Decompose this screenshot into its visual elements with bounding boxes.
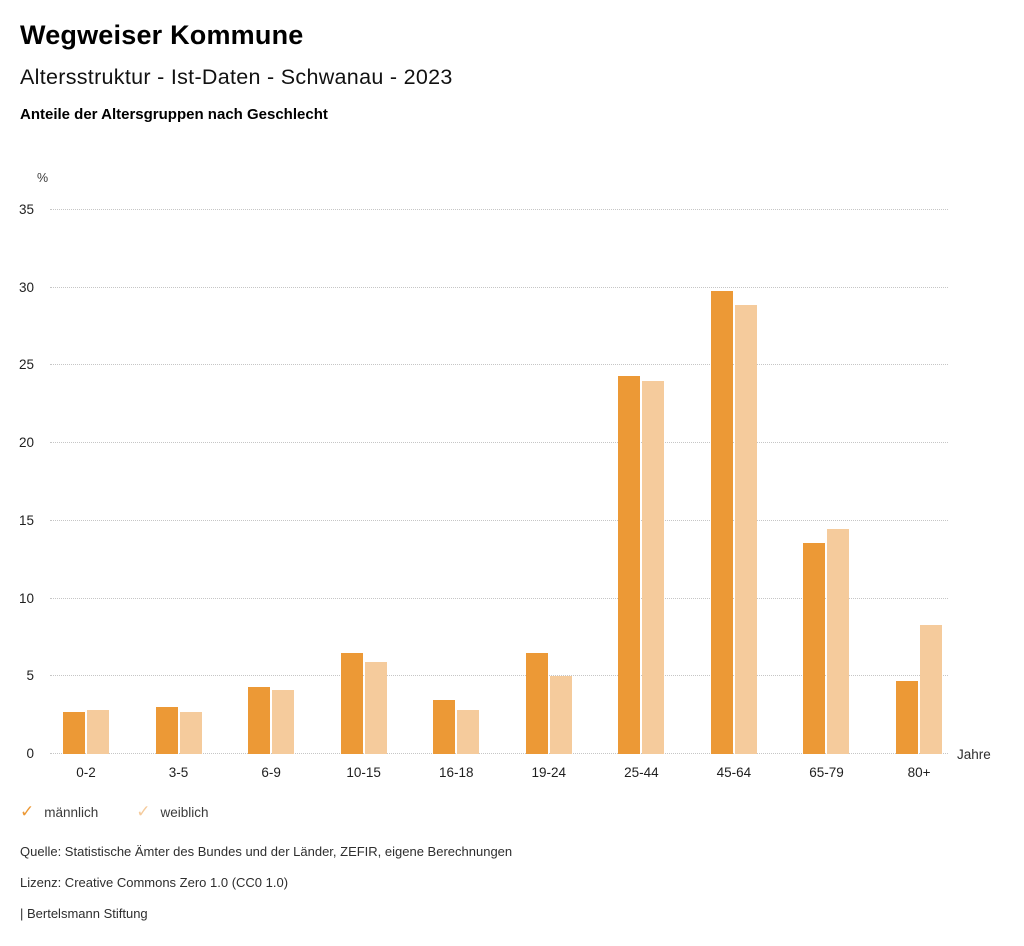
chart-title: Altersstruktur - Ist-Daten - Schwanau - … xyxy=(20,65,453,89)
y-tick-label-20: 20 xyxy=(18,435,34,451)
gridline-0 xyxy=(50,753,948,754)
bar-männlich-3-5[interactable] xyxy=(155,707,178,754)
gridline-30 xyxy=(50,286,948,288)
chart-subtitle: Anteile der Altersgruppen nach Geschlech… xyxy=(20,106,328,123)
x-tick-label-0-2: 0-2 xyxy=(76,765,96,780)
x-tick-label-6-9: 6-9 xyxy=(261,765,281,780)
bar-weiblich-80+[interactable] xyxy=(920,625,943,754)
bar-weiblich-65-79[interactable] xyxy=(827,529,850,754)
legend-item-weiblich[interactable]: ✓ weiblich xyxy=(136,803,208,821)
legend-item-männlich[interactable]: ✓ männlich xyxy=(20,803,98,821)
x-tick-label-80+: 80+ xyxy=(907,765,931,780)
bar-männlich-0-2[interactable] xyxy=(63,712,85,754)
bar-weiblich-25-44[interactable] xyxy=(642,381,665,754)
legend-label: männlich xyxy=(44,804,99,820)
bar-weiblich-3-5[interactable] xyxy=(179,712,202,754)
gridline-10 xyxy=(50,597,948,599)
y-axis-unit-label: % xyxy=(37,171,49,185)
x-tick-label-45-64: 45-64 xyxy=(716,765,752,780)
x-tick-label-3-5: 3-5 xyxy=(168,765,189,780)
source-text: Quelle: Statistische Ämter des Bundes un… xyxy=(20,844,513,859)
y-tick-label-10: 10 xyxy=(18,590,34,606)
plot-area xyxy=(50,209,948,754)
bar-männlich-25-44[interactable] xyxy=(618,376,641,754)
legend: ✓ männlich ✓ weiblich xyxy=(20,803,209,821)
check-icon: ✓ xyxy=(20,802,35,821)
x-tick-label-65-79: 65-79 xyxy=(809,765,844,780)
gridline-15 xyxy=(50,519,948,521)
x-axis-unit-label: Jahre xyxy=(957,747,991,762)
legend-label: weiblich xyxy=(160,804,209,820)
y-tick-label-25: 25 xyxy=(18,357,34,373)
bar-weiblich-10-15[interactable] xyxy=(364,662,387,754)
x-tick-label-10-15: 10-15 xyxy=(346,765,381,780)
bar-männlich-6-9[interactable] xyxy=(248,687,271,754)
y-tick-label-0: 0 xyxy=(26,746,34,761)
bar-weiblich-19-24[interactable] xyxy=(549,676,572,754)
gridline-5 xyxy=(50,675,948,677)
gridline-35 xyxy=(50,209,948,210)
check-icon: ✓ xyxy=(136,802,151,821)
y-tick-label-35: 35 xyxy=(18,202,34,217)
gridline-20 xyxy=(50,442,948,444)
bar-weiblich-0-2[interactable] xyxy=(87,710,109,754)
license-text: Lizenz: Creative Commons Zero 1.0 (CC0 1… xyxy=(20,875,289,890)
x-tick-label-25-44: 25-44 xyxy=(624,765,659,780)
bar-männlich-16-18[interactable] xyxy=(433,700,456,754)
bar-weiblich-45-64[interactable] xyxy=(734,305,757,754)
x-tick-label-19-24: 19-24 xyxy=(531,765,567,780)
attribution-text: | Bertelsmann Stiftung xyxy=(20,906,148,921)
bar-männlich-65-79[interactable] xyxy=(803,543,826,754)
y-tick-label-5: 5 xyxy=(26,668,34,684)
bar-männlich-10-15[interactable] xyxy=(340,653,363,754)
bar-weiblich-16-18[interactable] xyxy=(457,710,480,754)
y-tick-label-15: 15 xyxy=(18,512,34,528)
x-tick-label-16-18: 16-18 xyxy=(438,765,474,780)
bar-männlich-45-64[interactable] xyxy=(710,291,733,754)
page-title: Wegweiser Kommune xyxy=(20,20,304,50)
bar-weiblich-6-9[interactable] xyxy=(272,690,295,754)
gridline-25 xyxy=(50,364,948,366)
bar-männlich-80+[interactable] xyxy=(896,681,919,754)
bar-chart: % 0 5 10 15 20 25 30 35 0-2 3-5 6-9 10-15 16-18 19-2… xyxy=(0,160,1024,794)
bar-männlich-19-24[interactable] xyxy=(525,653,548,754)
y-tick-label-30: 30 xyxy=(18,279,34,295)
